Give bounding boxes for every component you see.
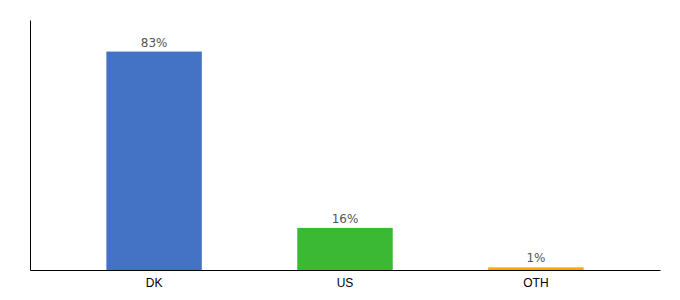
tick: DK [146, 276, 163, 290]
data-label: 83% [141, 36, 168, 50]
axis-line [31, 270, 661, 271]
plot: 83% 16% 1% DK US OTH [31, 21, 661, 290]
tick: US [337, 276, 354, 290]
y-axis [30, 21, 31, 271]
bar [106, 52, 201, 270]
axis-line [30, 21, 31, 271]
data-labels: 83% 16% 1% [141, 36, 546, 266]
chart: 83% 16% 1% DK US OTH [0, 0, 680, 300]
bars [106, 52, 583, 270]
bar [297, 228, 392, 270]
data-label: 1% [526, 251, 545, 265]
x-axis: DK US OTH [31, 271, 661, 290]
data-label: 16% [332, 212, 359, 226]
bar [488, 267, 583, 270]
tick-label: DK [146, 276, 163, 290]
tick: OTH [523, 276, 548, 290]
tick-label: OTH [523, 276, 548, 290]
tick-label: US [337, 276, 354, 290]
